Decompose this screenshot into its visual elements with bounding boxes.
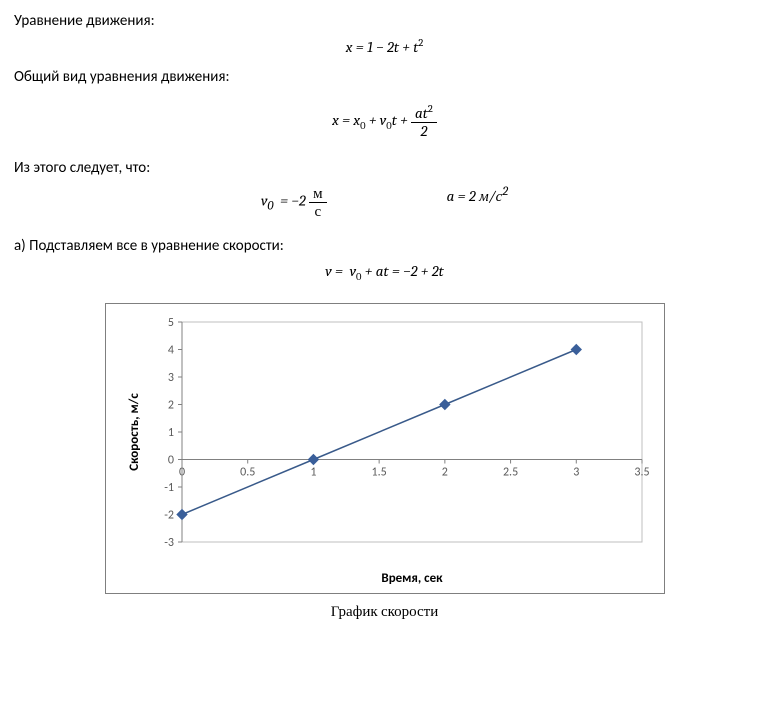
text-line-4: а) Подставляем все в уравнение скорости: [14,237,755,255]
svg-text:1.5: 1.5 [371,465,386,479]
svg-text:0.5: 0.5 [240,465,255,479]
equation-2: x = x0 + v0t + at2 2 [14,104,755,139]
eq2-denominator: 2 [411,123,437,140]
text-line-3: Из этого следует, что: [14,159,755,177]
eq2-numerator: at2 [411,104,437,123]
chart-container: -3-2-101234500.511.522.533.5Скорость, м/… [105,303,665,594]
svg-text:3: 3 [573,465,579,479]
svg-text:-1: -1 [164,481,174,495]
svg-text:1: 1 [310,465,316,479]
svg-text:0: 0 [167,453,173,467]
equation-3a: v0 = −2 м с [261,185,327,219]
equation-4-text: v = v0 + at = −2 + 2t [325,262,444,280]
equation-3b: a = 2 м/с2 [447,185,508,219]
eq3a-den: с [309,203,327,220]
chart-caption: График скорости [14,602,755,621]
svg-text:3: 3 [167,371,173,385]
equation-4: v = v0 + at = −2 + 2t [14,261,755,285]
eq3a-fraction: м с [309,185,327,219]
equation-3-row: v0 = −2 м с a = 2 м/с2 [14,185,755,219]
chart-ylabel: Скорость, м/с [127,392,142,470]
svg-text:3.5: 3.5 [634,465,649,479]
text-line-2: Общий вид уравнения движения: [14,68,755,86]
equation-1-text: x = 1 − 2t + t2 [346,38,424,56]
equation-2-left: x = x0 + v0t + [332,111,411,129]
svg-text:2.5: 2.5 [502,465,517,479]
svg-text:-3: -3 [164,536,174,550]
velocity-chart: -3-2-101234500.511.522.533.5Скорость, м/… [110,314,658,589]
page-root: { "text": { "line1": "Уравнение движения… [0,0,769,705]
chart-border: -3-2-101234500.511.522.533.5Скорость, м/… [105,303,665,594]
svg-text:-2: -2 [164,508,174,522]
equation-2-fraction: at2 2 [411,104,437,139]
chart-xlabel: Время, сек [381,571,443,586]
svg-text:1: 1 [167,426,173,440]
svg-text:4: 4 [167,343,173,357]
equation-1: x = 1 − 2t + t2 [14,36,755,58]
svg-text:5: 5 [167,316,173,330]
svg-text:2: 2 [167,398,173,412]
eq3a-num: м [309,185,327,203]
svg-text:2: 2 [441,465,447,479]
text-line-1: Уравнение движения: [14,12,755,30]
